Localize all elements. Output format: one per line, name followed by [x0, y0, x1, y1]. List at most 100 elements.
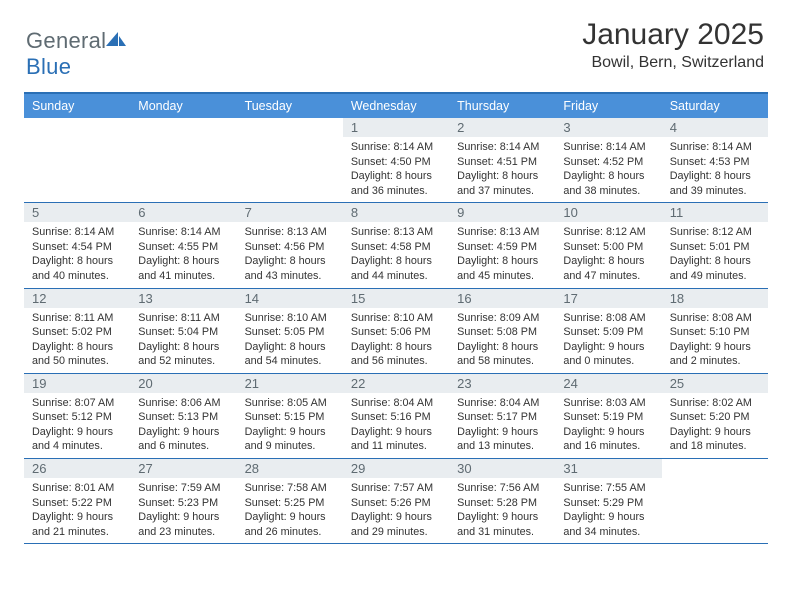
day-cell: 20Sunrise: 8:06 AMSunset: 5:13 PMDayligh… [130, 374, 236, 458]
brand-text: General Blue [26, 28, 128, 80]
daylight-line: Daylight: 8 hours and 50 minutes. [32, 340, 124, 369]
sunrise-line: Sunrise: 7:59 AM [138, 481, 230, 496]
sunrise-line: Sunrise: 7:55 AM [563, 481, 655, 496]
day-number: 21 [237, 374, 343, 393]
dow-wednesday: Wednesday [343, 94, 449, 118]
day-details: Sunrise: 8:14 AMSunset: 4:55 PMDaylight:… [130, 222, 236, 287]
day-number: 14 [237, 289, 343, 308]
day-details: Sunrise: 7:55 AMSunset: 5:29 PMDaylight:… [555, 478, 661, 543]
day-number: 1 [343, 118, 449, 137]
day-details: Sunrise: 8:13 AMSunset: 4:59 PMDaylight:… [449, 222, 555, 287]
sunset-line: Sunset: 5:26 PM [351, 496, 443, 511]
day-details: Sunrise: 8:04 AMSunset: 5:17 PMDaylight:… [449, 393, 555, 458]
day-details: Sunrise: 8:05 AMSunset: 5:15 PMDaylight:… [237, 393, 343, 458]
sunrise-line: Sunrise: 8:08 AM [670, 311, 762, 326]
day-number: 5 [24, 203, 130, 222]
day-details: Sunrise: 8:03 AMSunset: 5:19 PMDaylight:… [555, 393, 661, 458]
sunrise-line: Sunrise: 8:12 AM [670, 225, 762, 240]
daylight-line: Daylight: 8 hours and 37 minutes. [457, 169, 549, 198]
day-cell: 26Sunrise: 8:01 AMSunset: 5:22 PMDayligh… [24, 459, 130, 543]
day-details: Sunrise: 8:02 AMSunset: 5:20 PMDaylight:… [662, 393, 768, 458]
day-details [662, 463, 768, 470]
sunset-line: Sunset: 5:02 PM [32, 325, 124, 340]
sunrise-line: Sunrise: 8:10 AM [351, 311, 443, 326]
sunset-line: Sunset: 4:53 PM [670, 155, 762, 170]
day-cell: 5Sunrise: 8:14 AMSunset: 4:54 PMDaylight… [24, 203, 130, 287]
daylight-line: Daylight: 9 hours and 16 minutes. [563, 425, 655, 454]
day-details: Sunrise: 7:56 AMSunset: 5:28 PMDaylight:… [449, 478, 555, 543]
dow-thursday: Thursday [449, 94, 555, 118]
week-row: 26Sunrise: 8:01 AMSunset: 5:22 PMDayligh… [24, 459, 768, 544]
day-number: 16 [449, 289, 555, 308]
day-cell: 6Sunrise: 8:14 AMSunset: 4:55 PMDaylight… [130, 203, 236, 287]
day-details: Sunrise: 8:14 AMSunset: 4:54 PMDaylight:… [24, 222, 130, 287]
daylight-line: Daylight: 8 hours and 40 minutes. [32, 254, 124, 283]
week-row: 1Sunrise: 8:14 AMSunset: 4:50 PMDaylight… [24, 118, 768, 203]
sunrise-line: Sunrise: 8:14 AM [457, 140, 549, 155]
sunset-line: Sunset: 5:29 PM [563, 496, 655, 511]
daylight-line: Daylight: 8 hours and 52 minutes. [138, 340, 230, 369]
day-number: 29 [343, 459, 449, 478]
day-number: 2 [449, 118, 555, 137]
sunset-line: Sunset: 5:06 PM [351, 325, 443, 340]
day-cell: 9Sunrise: 8:13 AMSunset: 4:59 PMDaylight… [449, 203, 555, 287]
daylight-line: Daylight: 9 hours and 13 minutes. [457, 425, 549, 454]
sunset-line: Sunset: 5:09 PM [563, 325, 655, 340]
day-details: Sunrise: 8:12 AMSunset: 5:00 PMDaylight:… [555, 222, 661, 287]
day-details: Sunrise: 8:13 AMSunset: 4:56 PMDaylight:… [237, 222, 343, 287]
day-cell: 28Sunrise: 7:58 AMSunset: 5:25 PMDayligh… [237, 459, 343, 543]
daylight-line: Daylight: 9 hours and 26 minutes. [245, 510, 337, 539]
daylight-line: Daylight: 9 hours and 29 minutes. [351, 510, 443, 539]
day-cell [662, 459, 768, 543]
day-details: Sunrise: 8:08 AMSunset: 5:10 PMDaylight:… [662, 308, 768, 373]
sunrise-line: Sunrise: 8:06 AM [138, 396, 230, 411]
sunrise-line: Sunrise: 8:13 AM [245, 225, 337, 240]
header: General Blue January 2025 Bowil, Bern, S… [24, 18, 768, 88]
sunrise-line: Sunrise: 8:14 AM [670, 140, 762, 155]
day-number: 19 [24, 374, 130, 393]
dow-friday: Friday [555, 94, 661, 118]
day-cell: 25Sunrise: 8:02 AMSunset: 5:20 PMDayligh… [662, 374, 768, 458]
dow-saturday: Saturday [662, 94, 768, 118]
sunrise-line: Sunrise: 8:14 AM [32, 225, 124, 240]
day-details: Sunrise: 8:14 AMSunset: 4:51 PMDaylight:… [449, 137, 555, 202]
sunset-line: Sunset: 4:55 PM [138, 240, 230, 255]
day-details: Sunrise: 8:09 AMSunset: 5:08 PMDaylight:… [449, 308, 555, 373]
sunset-line: Sunset: 5:08 PM [457, 325, 549, 340]
sunrise-line: Sunrise: 8:13 AM [457, 225, 549, 240]
day-cell: 17Sunrise: 8:08 AMSunset: 5:09 PMDayligh… [555, 289, 661, 373]
week-row: 5Sunrise: 8:14 AMSunset: 4:54 PMDaylight… [24, 203, 768, 288]
daylight-line: Daylight: 9 hours and 21 minutes. [32, 510, 124, 539]
sunset-line: Sunset: 5:12 PM [32, 410, 124, 425]
day-cell: 27Sunrise: 7:59 AMSunset: 5:23 PMDayligh… [130, 459, 236, 543]
day-number: 9 [449, 203, 555, 222]
day-details: Sunrise: 8:11 AMSunset: 5:04 PMDaylight:… [130, 308, 236, 373]
day-details [237, 122, 343, 129]
day-details: Sunrise: 8:07 AMSunset: 5:12 PMDaylight:… [24, 393, 130, 458]
sunrise-line: Sunrise: 8:08 AM [563, 311, 655, 326]
day-cell: 29Sunrise: 7:57 AMSunset: 5:26 PMDayligh… [343, 459, 449, 543]
daylight-line: Daylight: 9 hours and 6 minutes. [138, 425, 230, 454]
daylight-line: Daylight: 8 hours and 45 minutes. [457, 254, 549, 283]
sunrise-line: Sunrise: 8:10 AM [245, 311, 337, 326]
sunrise-line: Sunrise: 8:11 AM [32, 311, 124, 326]
day-number: 11 [662, 203, 768, 222]
daylight-line: Daylight: 9 hours and 0 minutes. [563, 340, 655, 369]
day-number: 15 [343, 289, 449, 308]
day-cell: 13Sunrise: 8:11 AMSunset: 5:04 PMDayligh… [130, 289, 236, 373]
sunset-line: Sunset: 5:23 PM [138, 496, 230, 511]
sunset-line: Sunset: 4:52 PM [563, 155, 655, 170]
day-cell: 18Sunrise: 8:08 AMSunset: 5:10 PMDayligh… [662, 289, 768, 373]
brand-logo: General Blue [26, 18, 128, 80]
sunrise-line: Sunrise: 8:12 AM [563, 225, 655, 240]
day-details: Sunrise: 7:59 AMSunset: 5:23 PMDaylight:… [130, 478, 236, 543]
week-row: 19Sunrise: 8:07 AMSunset: 5:12 PMDayligh… [24, 374, 768, 459]
day-details: Sunrise: 7:58 AMSunset: 5:25 PMDaylight:… [237, 478, 343, 543]
day-cell: 15Sunrise: 8:10 AMSunset: 5:06 PMDayligh… [343, 289, 449, 373]
dow-sunday: Sunday [24, 94, 130, 118]
day-cell: 11Sunrise: 8:12 AMSunset: 5:01 PMDayligh… [662, 203, 768, 287]
day-cell [237, 118, 343, 202]
day-number: 10 [555, 203, 661, 222]
dow-tuesday: Tuesday [237, 94, 343, 118]
calendar-page: General Blue January 2025 Bowil, Bern, S… [0, 0, 792, 612]
